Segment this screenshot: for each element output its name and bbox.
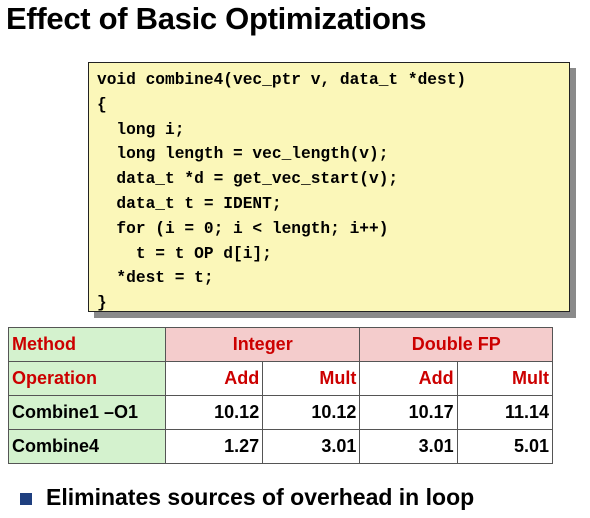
table-cell: 3.01 xyxy=(359,429,458,464)
op-integer-add: Add xyxy=(164,361,264,396)
table-cell: 11.14 xyxy=(456,395,554,430)
integer-group-header: Integer xyxy=(164,327,361,362)
op-integer-mult: Mult xyxy=(262,361,361,396)
row-name: Combine4 xyxy=(8,429,166,464)
double-fp-group-header: Double FP xyxy=(359,327,553,362)
code-line: { xyxy=(97,95,107,114)
code-line: data_t t = IDENT; xyxy=(97,194,282,213)
bullet-text: Eliminates sources of overhead in loop xyxy=(46,484,475,510)
table-cell: 10.12 xyxy=(164,395,264,430)
results-table: Method Integer Double FP Operation Add M… xyxy=(8,327,554,464)
table-row: Combine1 –O1 10.12 10.12 10.17 11.14 xyxy=(8,395,554,430)
code-line: void combine4(vec_ptr v, data_t *dest) xyxy=(97,71,467,89)
table-row: Combine4 1.27 3.01 3.01 5.01 xyxy=(8,429,554,464)
method-header: Method xyxy=(8,327,166,362)
operation-header: Operation xyxy=(8,361,166,396)
table-cell: 1.27 xyxy=(164,429,264,464)
slide-title: Effect of Basic Optimizations xyxy=(6,1,427,36)
op-double-add: Add xyxy=(359,361,458,396)
code-line: for (i = 0; i < length; i++) xyxy=(97,219,389,238)
table-cell: 3.01 xyxy=(262,429,361,464)
table-cell: 10.12 xyxy=(262,395,361,430)
code-line: long length = vec_length(v); xyxy=(97,145,389,164)
code-line: data_t *d = get_vec_start(v); xyxy=(97,170,399,189)
row-name: Combine1 –O1 xyxy=(8,395,166,430)
table-cell: 10.17 xyxy=(359,395,458,430)
table-operation-row: Operation Add Mult Add Mult xyxy=(8,361,554,396)
square-bullet-icon xyxy=(20,492,32,505)
table-cell: 5.01 xyxy=(456,429,554,464)
op-double-mult: Mult xyxy=(456,361,554,396)
code-line: *dest = t; xyxy=(97,269,214,288)
bullet-point: Eliminates sources of overhead in loop xyxy=(20,484,474,511)
code-line: } xyxy=(97,294,107,313)
table-header-row: Method Integer Double FP xyxy=(8,327,553,362)
code-box: void combine4(vec_ptr v, data_t *dest) {… xyxy=(88,62,570,312)
code-line: long i; xyxy=(97,120,185,139)
code-line: t = t OP d[i]; xyxy=(97,244,272,263)
